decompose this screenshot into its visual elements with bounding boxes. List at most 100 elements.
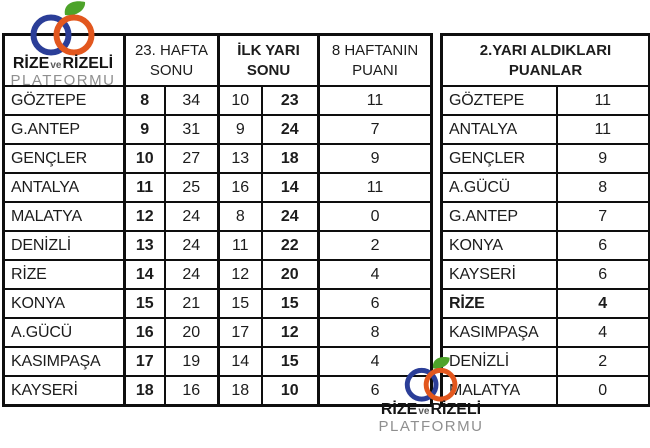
week23-rank: 8 [123,85,165,116]
firsthalf-points: 18 [260,143,321,174]
team-name: GENÇLER [2,143,126,174]
team-name: MALATYA [2,201,126,232]
week23-points: 25 [163,172,221,203]
table-row-rize-highlighted: RİZE 4 [440,288,650,319]
last8-points: 9 [317,143,433,174]
week23-rank: 16 [123,317,165,348]
firsthalf-rank: 10 [217,85,263,116]
week23-points: 21 [163,288,221,319]
table-row: DENİZLİ 13 24 11 22 2 [2,230,433,261]
table-row: DENİZLİ 2 [440,346,650,377]
table-row: KAYSERİ 18 16 18 10 6 [2,375,433,407]
last8-points: 7 [317,114,433,145]
table-row: KONYA 6 [440,230,650,261]
team-name: G.ANTEP [2,114,126,145]
logo-word-ve: ve [418,406,430,417]
table-row: RİZE 14 24 12 20 4 [2,259,433,290]
table-row: A.GÜCÜ 16 20 17 12 8 [2,317,433,348]
table-row: G.ANTEP 9 31 9 24 7 [2,114,433,145]
week23-rank: 14 [123,259,165,290]
table-row: A.GÜCÜ 8 [440,172,650,203]
week23-rank: 15 [123,288,165,319]
header-row: 2.YARI ALDIKLARI PUANLAR [440,33,650,87]
week23-rank: 12 [123,201,165,232]
last8-points: 6 [317,288,433,319]
team-name: DENİZLİ [440,346,558,377]
team-name: GÖZTEPE [440,85,558,116]
header-last8: 8 HAFTANIN PUANI [317,33,433,87]
secondhalf-points: 0 [555,375,650,407]
table-row: KASIMPAŞA 4 [440,317,650,348]
week23-rank: 17 [123,346,165,377]
table-row: G.ANTEP 7 [440,201,650,232]
last8-points: 6 [317,375,433,407]
logo-word-rize: RİZE [380,401,418,418]
table-row: GÖZTEPE 8 34 10 23 11 [2,85,433,116]
firsthalf-points: 10 [260,375,321,407]
team-name: KAYSERİ [2,375,126,407]
team-name: GENÇLER [440,143,558,174]
last8-points: 8 [317,317,433,348]
week23-points: 24 [163,259,221,290]
firsthalf-rank: 8 [217,201,263,232]
secondhalf-points: 4 [555,317,650,348]
team-name: KASIMPAŞA [2,346,126,377]
secondhalf-points: 9 [555,143,650,174]
firsthalf-rank: 17 [217,317,263,348]
firsthalf-rank: 11 [217,230,263,261]
week23-rank: 18 [123,375,165,407]
week23-rank: 9 [123,114,165,145]
firsthalf-points: 15 [260,346,321,377]
table-row: GÖZTEPE 11 [440,85,650,116]
table-row: GENÇLER 10 27 13 18 9 [2,143,433,174]
header-firsthalf: İLK YARI SONU [217,33,321,87]
last8-points: 0 [317,201,433,232]
rize-rizeli-platform-logo: RİZEveRİZELİ PLATFORMU [371,356,491,435]
firsthalf-rank: 15 [217,288,263,319]
week23-points: 31 [163,114,221,145]
last8-points: 2 [317,230,433,261]
interlocked-rings-leaf-icon [404,357,457,402]
last8-points: 11 [317,85,433,116]
firsthalf-points: 15 [260,288,321,319]
week23-points: 24 [163,201,221,232]
team-name: A.GÜCÜ [440,172,558,203]
left-standings-table: 23. HAFTA SONU İLK YARI SONU 8 HAFTANIN … [2,33,434,407]
last8-points: 4 [317,259,433,290]
table-row: GENÇLER 9 [440,143,650,174]
table-row: MALATYA 12 24 8 24 0 [2,201,433,232]
secondhalf-points: 11 [555,85,650,116]
team-name: KONYA [440,230,558,261]
secondhalf-points: 11 [555,114,650,145]
week23-points: 24 [163,230,221,261]
firsthalf-points: 22 [260,230,321,261]
firsthalf-rank: 9 [217,114,263,145]
team-name: G.ANTEP [440,201,558,232]
secondhalf-points: 6 [555,230,650,261]
team-name: RİZE [440,288,558,319]
firsthalf-points: 20 [260,259,321,290]
team-name: DENİZLİ [2,230,126,261]
table-row: KAYSERİ 6 [440,259,650,290]
team-name: GÖZTEPE [2,85,126,116]
secondhalf-points: 6 [555,259,650,290]
secondhalf-points: 7 [555,201,650,232]
logo-word-rize: RİZE [12,55,50,72]
logo-word-rizeli: RİZELİ [430,401,482,418]
week23-rank: 10 [123,143,165,174]
team-name: KONYA [2,288,126,319]
secondhalf-points: 4 [555,288,650,319]
firsthalf-rank: 12 [217,259,263,290]
logo-subtitle: PLATFORMU [378,417,484,435]
logo-title: RİZEveRİZELİ [371,401,491,419]
table-row: KONYA 15 21 15 15 6 [2,288,433,319]
logo-title: RİZEveRİZELİ [4,55,122,73]
secondhalf-points: 2 [555,346,650,377]
firsthalf-rank: 14 [217,346,263,377]
team-name: MALATYA [440,375,558,407]
firsthalf-points: 14 [260,172,321,203]
firsthalf-rank: 18 [217,375,263,407]
firsthalf-points: 12 [260,317,321,348]
week23-points: 34 [163,85,221,116]
